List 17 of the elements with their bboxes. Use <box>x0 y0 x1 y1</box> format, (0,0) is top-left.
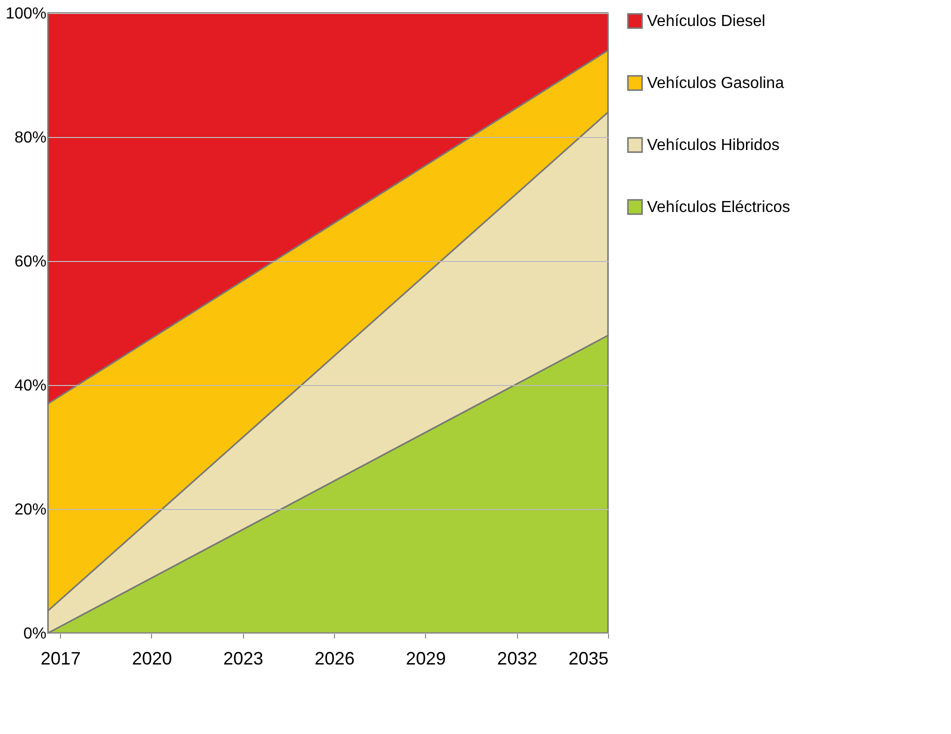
x-tick-label: 2029 <box>406 648 446 668</box>
x-tick-label: 2035 <box>568 648 608 668</box>
x-tick-label: 2032 <box>497 648 538 668</box>
x-tick-label: 2017 <box>40 648 81 668</box>
legend-label: Vehículos Diesel <box>647 13 766 30</box>
x-tick-label: 2020 <box>132 648 172 668</box>
legend-label: Vehículos Eléctricos <box>647 199 790 216</box>
x-tick-label: 2023 <box>223 648 264 668</box>
y-tick-label: 0% <box>23 626 46 642</box>
legend-label: Vehículos Gasolina <box>647 75 784 92</box>
y-tick-label: 60% <box>14 254 46 270</box>
y-tick-label: 20% <box>14 502 46 518</box>
legend-label: Vehículos Hibridos <box>647 137 780 154</box>
y-tick-label: 80% <box>14 130 46 146</box>
y-tick-label: 40% <box>14 378 46 394</box>
x-tick-label: 2026 <box>314 648 355 668</box>
y-tick-label: 100% <box>6 6 46 22</box>
